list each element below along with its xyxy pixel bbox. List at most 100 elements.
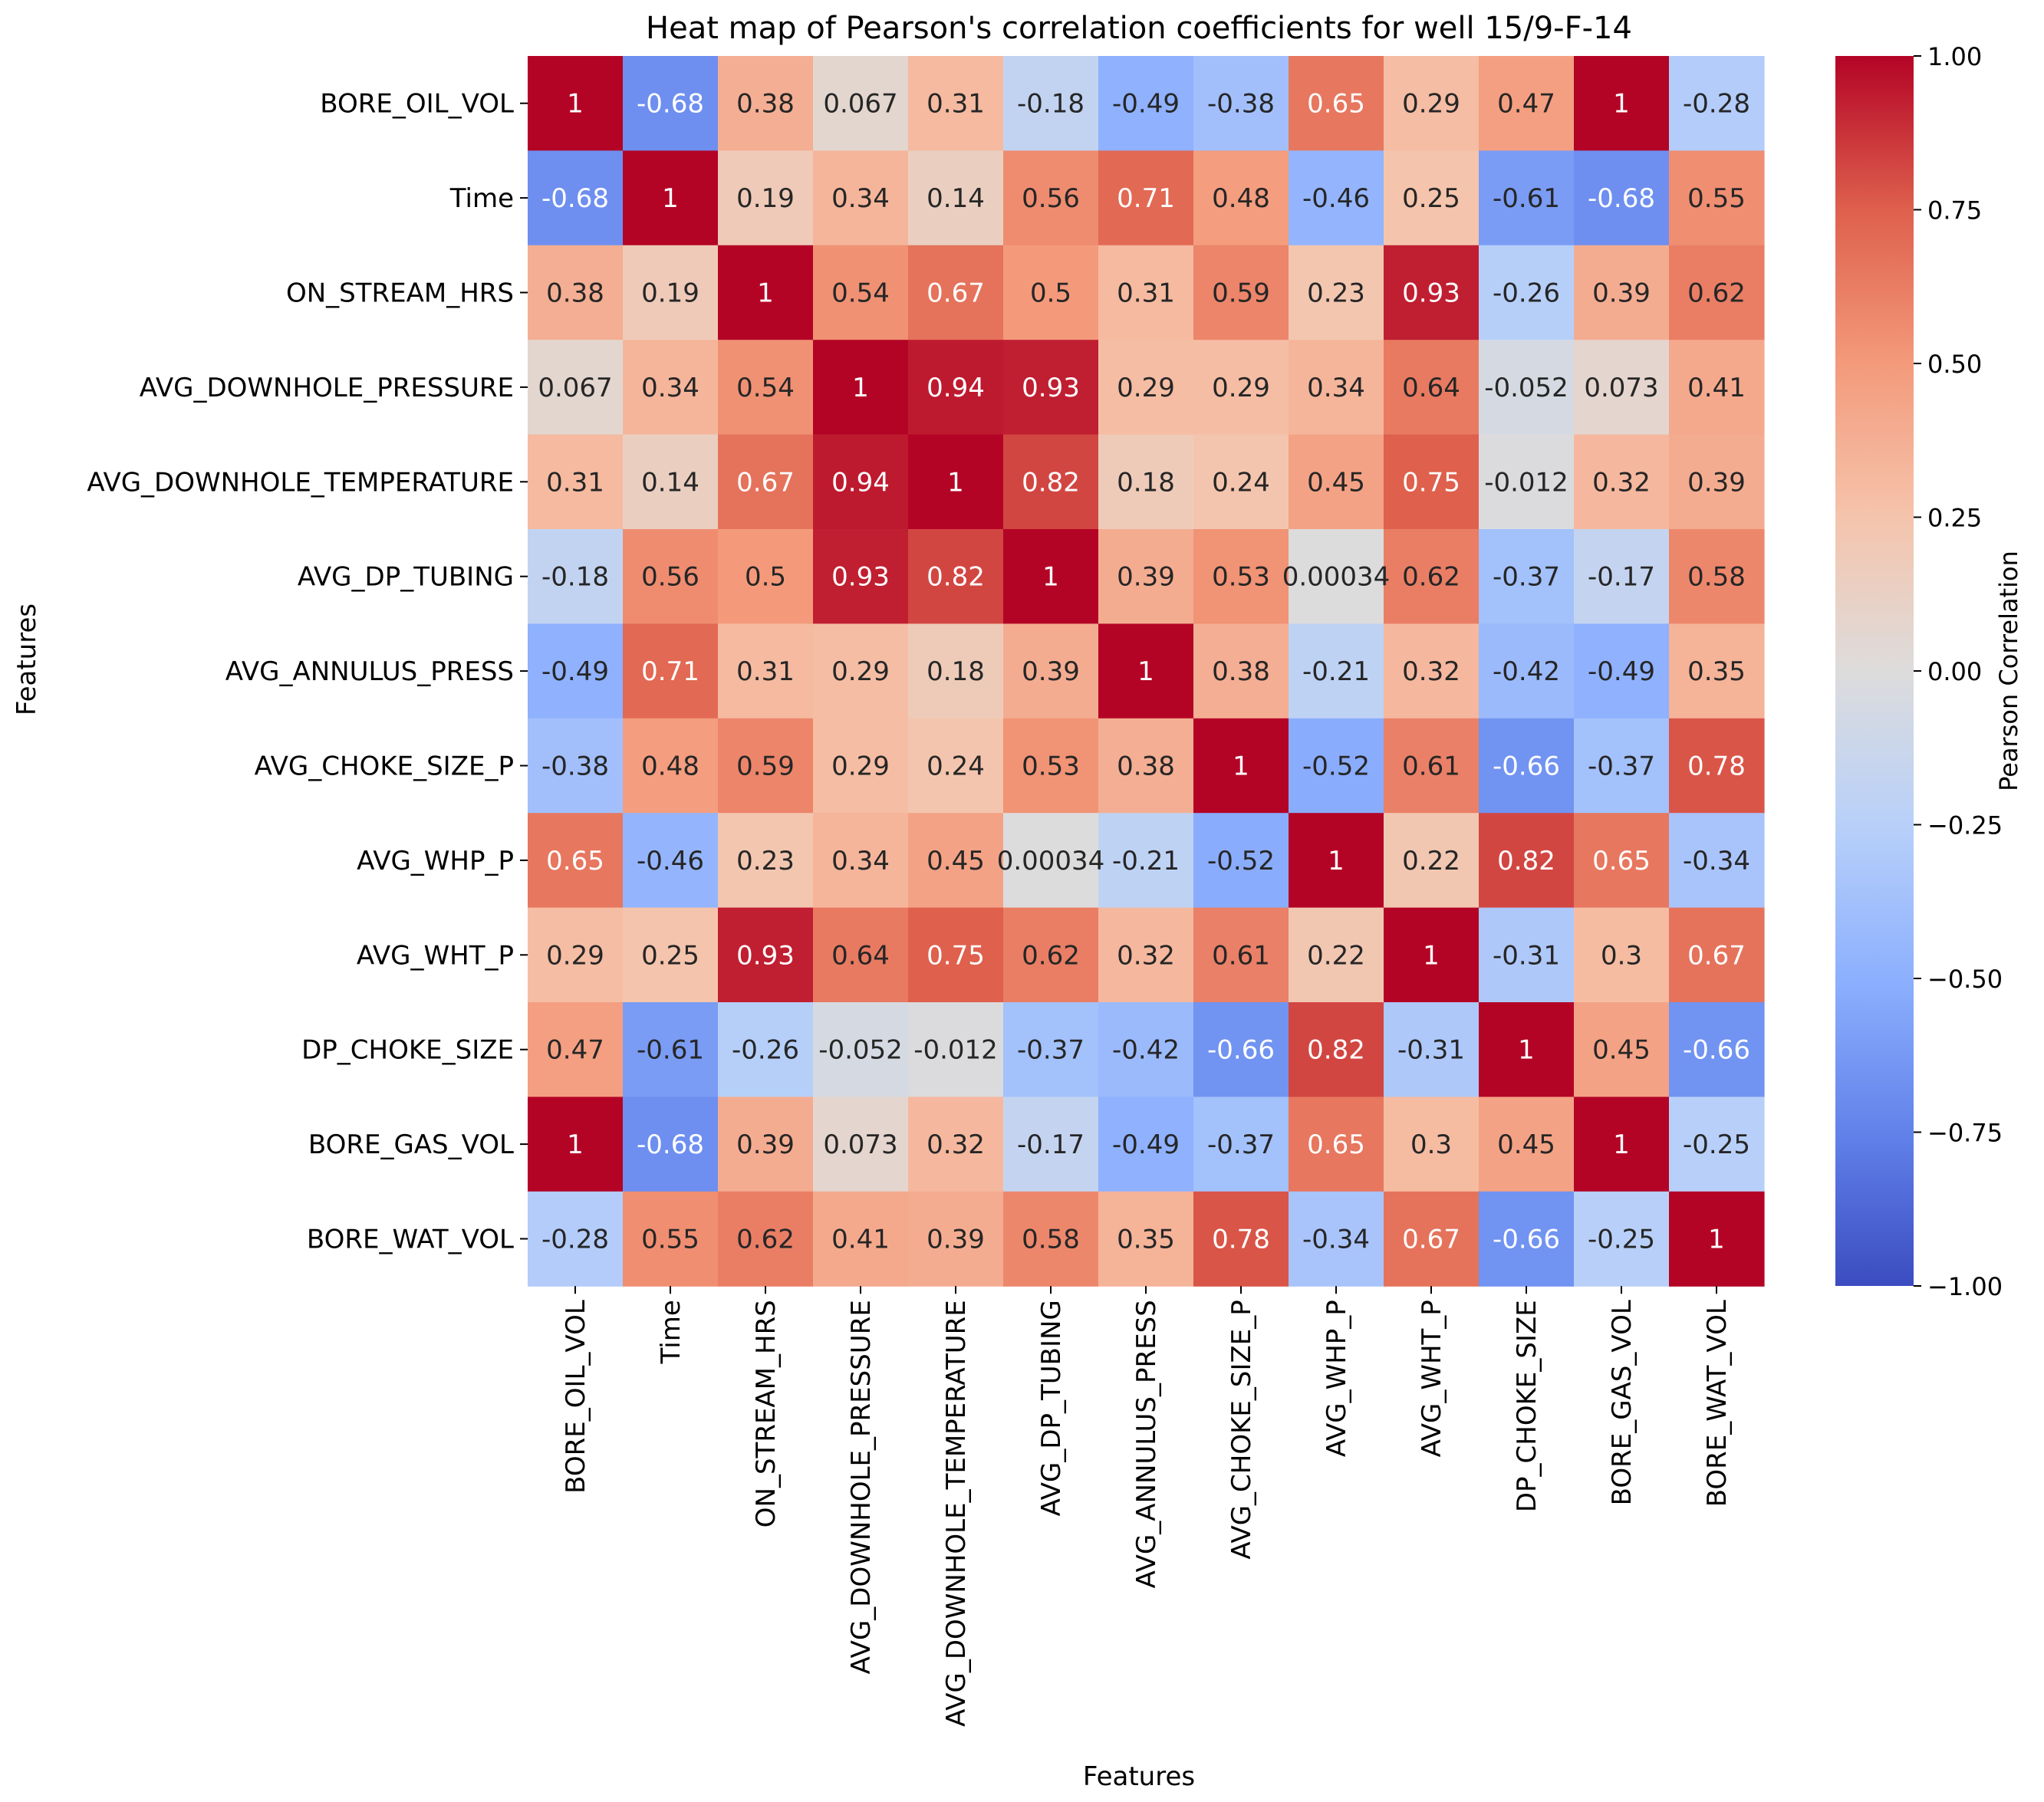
heatmap-cell — [528, 623, 624, 719]
heatmap-cell — [813, 623, 909, 719]
colorbar-tick-label: 0.50 — [1927, 350, 1982, 379]
cell-annotation: 0.45 — [1592, 1035, 1651, 1066]
cell-annotation: 0.5 — [745, 562, 786, 593]
heatmap-cell — [1193, 56, 1289, 151]
x-axis-label: Features — [1083, 1761, 1195, 1792]
cell-annotation: 0.3 — [1410, 1130, 1452, 1160]
heatmap-cell — [908, 813, 1004, 909]
heatmap-cell — [1098, 150, 1194, 246]
heatmap-cell — [1003, 245, 1099, 340]
cell-annotation: 0.29 — [831, 656, 890, 687]
cell-annotation: 0.34 — [1307, 373, 1365, 403]
heatmap-cell — [813, 1002, 909, 1097]
heatmap-cell — [1669, 623, 1765, 719]
cell-annotation: -0.52 — [1302, 751, 1370, 782]
heatmap-cell — [813, 1191, 909, 1287]
y-tick-label: DP_CHOKE_SIZE — [301, 1035, 514, 1066]
heatmap-cell — [1098, 529, 1194, 624]
y-tick-label: BORE_OIL_VOL — [320, 89, 514, 120]
cell-annotation: 0.25 — [641, 940, 699, 971]
heatmap-cell — [1574, 1097, 1670, 1192]
cell-annotation: 0.14 — [641, 467, 699, 498]
cell-annotation: 0.31 — [736, 656, 795, 687]
cell-annotation: -0.34 — [1302, 1225, 1370, 1255]
cell-annotation: 0.45 — [1497, 1130, 1555, 1160]
heatmap-cell — [528, 813, 624, 909]
cell-annotation: 0.22 — [1307, 940, 1365, 971]
heatmap-cell — [623, 813, 719, 909]
cell-annotation: 0.78 — [1687, 751, 1746, 782]
heatmap-cell — [1193, 813, 1289, 909]
cell-annotation: 0.78 — [1212, 1225, 1270, 1255]
heatmap-cell — [813, 434, 909, 530]
cell-annotation: 0.23 — [1307, 278, 1365, 309]
x-tick-label: Time — [656, 1300, 686, 1364]
heatmap-cell — [1289, 56, 1384, 151]
cell-annotation: -0.012 — [913, 1035, 998, 1066]
cell-annotation: -0.012 — [1484, 467, 1568, 498]
heatmap-cell — [1384, 1097, 1480, 1192]
heatmap-cell — [1193, 434, 1289, 530]
cell-annotation: 0.38 — [1212, 656, 1270, 687]
heatmap-cell — [1098, 718, 1194, 814]
cell-annotation: 0.35 — [1687, 656, 1746, 687]
cell-annotation: 0.64 — [831, 940, 890, 971]
cell-annotation: 0.35 — [1117, 1225, 1175, 1255]
cell-annotation: 0.45 — [927, 846, 985, 876]
heatmap-cell — [1384, 245, 1480, 340]
cell-annotation: 0.19 — [736, 183, 795, 214]
cell-annotation: 0.65 — [1307, 1130, 1365, 1160]
cell-annotation: 0.53 — [1022, 751, 1080, 782]
cell-annotation: 0.94 — [927, 373, 985, 403]
y-tick-label: BORE_WAT_VOL — [307, 1225, 514, 1255]
cell-annotation: 0.5 — [1030, 278, 1071, 309]
heatmap-cell — [528, 1002, 624, 1097]
cell-annotation: 1 — [567, 1130, 584, 1160]
cell-annotation: 0.19 — [641, 278, 699, 309]
heatmap-cell — [813, 813, 909, 909]
colorbar-tick-label: −0.75 — [1927, 1119, 2003, 1148]
heatmap-cell — [1574, 529, 1670, 624]
cell-annotation: 0.39 — [1592, 278, 1651, 309]
cell-annotation: -0.25 — [1683, 1130, 1750, 1160]
heatmap-cell — [1479, 813, 1575, 909]
colorbar-tick-label: 0.75 — [1927, 196, 1982, 225]
heatmap-cell — [1193, 1191, 1289, 1287]
cell-annotation: 0.93 — [1022, 373, 1080, 403]
heatmap-cell — [718, 245, 814, 340]
heatmap-cell — [813, 340, 909, 436]
heatmap-cell — [528, 529, 624, 624]
cell-annotation: 0.14 — [927, 183, 985, 214]
heatmap-cell — [813, 56, 909, 151]
heatmap-cell — [813, 150, 909, 246]
cell-annotation: 0.41 — [1687, 373, 1746, 403]
heatmap-cell — [908, 907, 1004, 1003]
cell-annotation: -0.21 — [1112, 846, 1180, 876]
heatmap-cell — [1479, 623, 1575, 719]
cell-annotation: 0.53 — [1212, 562, 1270, 593]
y-tick-label: AVG_DOWNHOLE_PRESSURE — [140, 373, 514, 403]
cell-annotation: 0.61 — [1212, 940, 1270, 971]
heatmap-cell — [1289, 340, 1384, 436]
heatmap-cell — [1669, 245, 1765, 340]
x-tick-label: AVG_ANNULUS_PRESS — [1131, 1300, 1162, 1588]
heatmap-cell — [1384, 1002, 1480, 1097]
heatmap-cell — [528, 1191, 624, 1287]
cell-annotation: 1 — [1137, 656, 1154, 687]
cell-annotation: 0.41 — [831, 1225, 890, 1255]
heatmap-cell — [1098, 623, 1194, 719]
heatmap-cell — [1003, 907, 1099, 1003]
cell-annotation: 0.29 — [831, 751, 890, 782]
heatmap-cell — [1669, 718, 1765, 814]
cell-annotation: 0.00034 — [997, 846, 1105, 876]
heatmap-cell — [1289, 1002, 1384, 1097]
cell-annotation: 0.71 — [1117, 183, 1175, 214]
cell-annotation: 0.67 — [927, 278, 985, 309]
heatmap-cell — [528, 907, 624, 1003]
heatmap-cell — [908, 245, 1004, 340]
cell-annotation: 0.31 — [1117, 278, 1175, 309]
cell-annotation: -0.18 — [541, 562, 609, 593]
x-tick-label: BORE_OIL_VOL — [561, 1300, 591, 1494]
cell-annotation: -0.37 — [1207, 1130, 1275, 1160]
x-tick-label: AVG_CHOKE_SIZE_P — [1226, 1300, 1257, 1559]
